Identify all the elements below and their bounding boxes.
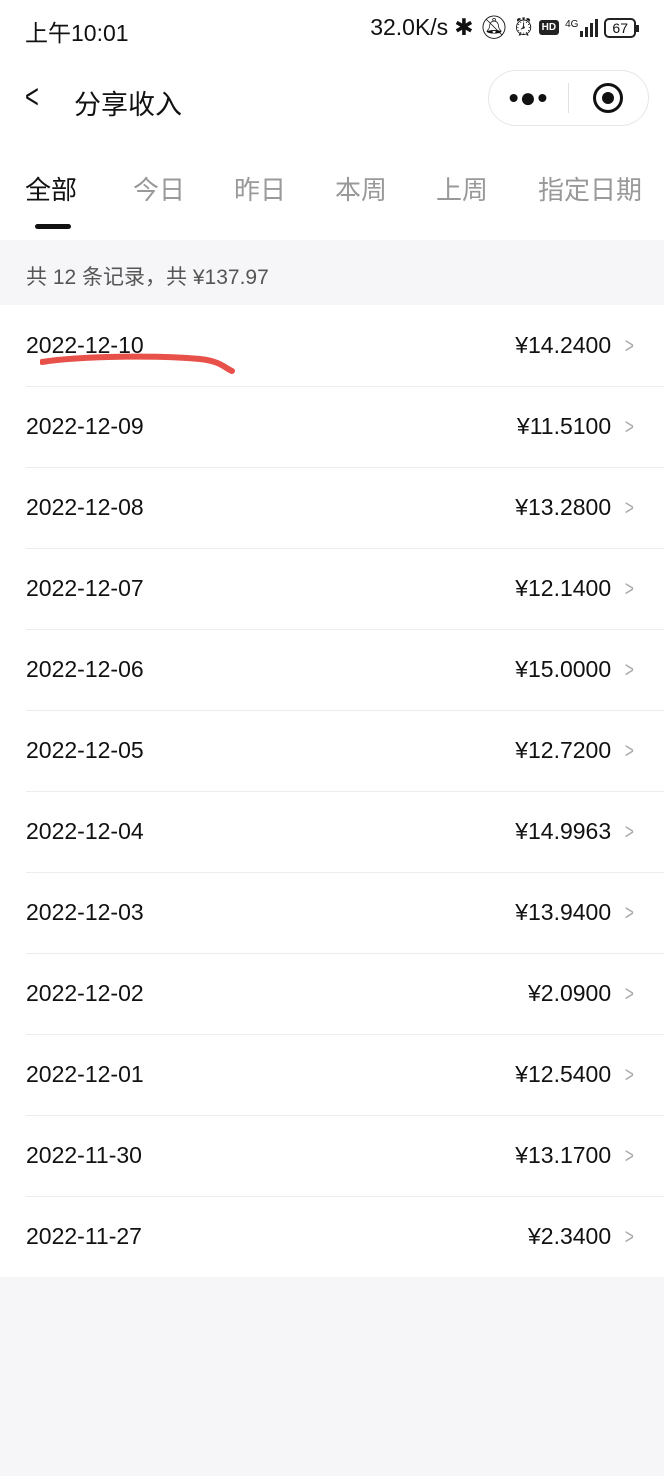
chevron-right-icon: >: [625, 413, 635, 439]
record-amount-group: ¥12.1400 >: [515, 575, 636, 602]
record-row[interactable]: 2022-12-02 ¥2.0900 >: [0, 953, 664, 1034]
record-amount: ¥14.2400: [515, 332, 612, 358]
record-amount: ¥12.1400: [515, 575, 612, 601]
hd-icon: HD: [538, 20, 560, 35]
record-amount-group: ¥14.2400 >: [515, 332, 636, 359]
record-amount-group: ¥13.2800 >: [515, 494, 636, 521]
chevron-right-icon: >: [625, 818, 635, 844]
network-speed: 32.0K/s: [370, 14, 449, 40]
target-icon[interactable]: [569, 83, 648, 113]
status-time: 上午10:01: [25, 20, 129, 46]
record-amount: ¥2.3400: [528, 1223, 612, 1249]
record-amount: ¥13.9400: [515, 899, 612, 925]
record-row[interactable]: 2022-12-07 ¥12.1400 >: [0, 548, 664, 629]
annotation-underline: [40, 353, 235, 374]
record-amount-group: ¥13.1700 >: [515, 1142, 636, 1169]
record-row[interactable]: 2022-12-04 ¥14.9963 >: [0, 791, 664, 872]
record-row[interactable]: 2022-12-01 ¥12.5400 >: [0, 1034, 664, 1115]
record-amount: ¥12.7200: [515, 737, 612, 763]
record-row[interactable]: 2022-11-27 ¥2.3400 >: [0, 1196, 664, 1277]
record-date: 2022-12-05: [26, 737, 144, 763]
record-row[interactable]: 2022-12-03 ¥13.9400 >: [0, 872, 664, 953]
chevron-right-icon: >: [625, 980, 635, 1006]
record-date: 2022-12-02: [26, 980, 144, 1006]
record-row[interactable]: 2022-12-10 ¥14.2400 >: [0, 305, 664, 386]
record-amount-group: ¥14.9963 >: [515, 818, 636, 845]
record-row[interactable]: 2022-12-09 ¥11.5100 >: [0, 386, 664, 467]
top-area: 上午10:01 32.0K/s ✱ 🔕︎ ⏰︎ HD 4G 67 < 分享收入 …: [0, 0, 664, 240]
tab-today[interactable]: 今日: [133, 175, 186, 205]
record-date: 2022-12-01: [26, 1061, 144, 1087]
signal-icon: 4G: [565, 18, 599, 37]
record-date: 2022-12-10: [26, 332, 144, 358]
chevron-right-icon: >: [625, 494, 635, 520]
tab-yesterday[interactable]: 昨日: [234, 175, 287, 205]
record-amount: ¥11.5100: [516, 413, 612, 439]
tab-last-week[interactable]: 上周: [436, 175, 489, 205]
record-amount-group: ¥2.3400 >: [528, 1223, 636, 1250]
mini-program-capsule: •●•: [488, 70, 649, 126]
record-date: 2022-12-08: [26, 494, 144, 520]
record-date: 2022-12-06: [26, 656, 144, 682]
more-dots-icon[interactable]: •●•: [508, 82, 549, 113]
records-summary: 共 12 条记录，共 ¥137.97: [26, 266, 269, 289]
alarm-icon: ⏰︎: [514, 14, 533, 40]
record-amount: ¥15.0000: [515, 656, 612, 682]
chevron-right-icon: >: [625, 737, 635, 763]
filter-tabs: 全部 今日 昨日 本周 上周 指定日期: [0, 170, 664, 230]
record-row[interactable]: 2022-12-06 ¥15.0000 >: [0, 629, 664, 710]
chevron-right-icon: >: [625, 1223, 635, 1249]
record-amount: ¥13.1700: [515, 1142, 612, 1168]
chevron-right-icon: >: [625, 1142, 635, 1168]
chevron-right-icon: >: [625, 332, 635, 358]
bluetooth-icon: ✱: [454, 14, 474, 40]
record-amount: ¥13.2800: [515, 494, 612, 520]
divider: [568, 83, 569, 113]
battery-icon: 67: [604, 17, 639, 38]
record-date: 2022-11-27: [26, 1223, 142, 1249]
tab-all[interactable]: 全部: [25, 170, 77, 229]
record-amount-group: ¥12.5400 >: [515, 1061, 636, 1088]
record-date: 2022-11-30: [26, 1142, 142, 1168]
tab-this-week[interactable]: 本周: [335, 175, 388, 205]
record-amount: ¥2.0900: [528, 980, 612, 1006]
record-amount: ¥12.5400: [515, 1061, 612, 1087]
record-amount-group: ¥11.5100 >: [517, 413, 636, 440]
mute-icon: 🔕︎: [479, 14, 509, 40]
chevron-right-icon: >: [625, 1061, 635, 1087]
record-date: 2022-12-04: [26, 818, 144, 844]
record-amount-group: ¥13.9400 >: [515, 899, 636, 926]
chevron-right-icon: >: [625, 575, 635, 601]
record-date: 2022-12-03: [26, 899, 144, 925]
record-amount-group: ¥15.0000 >: [515, 656, 636, 683]
page-title: 分享收入: [74, 90, 182, 120]
status-bar: 上午10:01 32.0K/s ✱ 🔕︎ ⏰︎ HD 4G 67: [0, 0, 664, 56]
record-amount-group: ¥2.0900 >: [528, 980, 636, 1007]
records-list: 2022-12-10 ¥14.2400 > 2022-12-09 ¥11.510…: [0, 305, 664, 1277]
record-date: 2022-12-07: [26, 575, 144, 601]
record-row[interactable]: 2022-12-08 ¥13.2800 >: [0, 467, 664, 548]
nav-bar: < 分享收入 •●•: [0, 56, 664, 142]
record-amount: ¥14.9963: [515, 818, 612, 844]
chevron-right-icon: >: [625, 656, 635, 682]
chevron-right-icon: >: [625, 899, 635, 925]
record-date: 2022-12-09: [26, 413, 144, 439]
record-row[interactable]: 2022-12-05 ¥12.7200 >: [0, 710, 664, 791]
tab-custom-date[interactable]: 指定日期: [538, 175, 643, 205]
back-icon[interactable]: <: [24, 78, 39, 116]
network-type: 4G: [565, 18, 579, 30]
status-icons: 32.0K/s ✱ 🔕︎ ⏰︎ HD 4G 67: [370, 14, 639, 41]
record-row[interactable]: 2022-11-30 ¥13.1700 >: [0, 1115, 664, 1196]
record-amount-group: ¥12.7200 >: [515, 737, 636, 764]
